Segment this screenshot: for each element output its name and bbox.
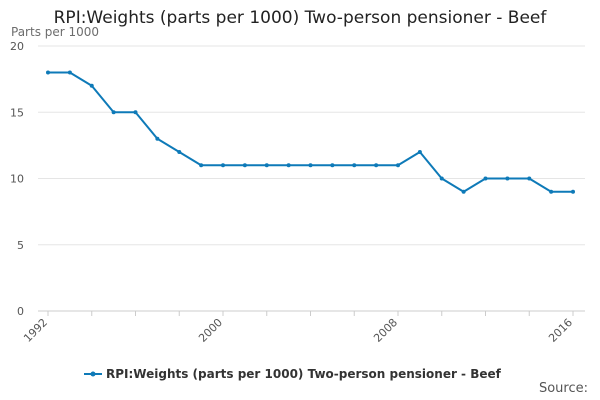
y-tick-label: 15 — [10, 106, 24, 119]
data-point[interactable] — [89, 83, 94, 88]
data-point[interactable] — [67, 70, 72, 75]
y-tick-label: 10 — [10, 173, 24, 186]
data-point[interactable] — [111, 110, 116, 115]
gridlines — [38, 45, 585, 246]
data-point[interactable] — [330, 163, 335, 168]
data-point[interactable] — [417, 150, 422, 154]
x-tick-label: 1992 — [21, 316, 50, 345]
data-point[interactable] — [461, 189, 466, 194]
x-tick-label: 2008 — [371, 316, 400, 345]
data-point[interactable] — [396, 163, 400, 168]
data-point[interactable] — [483, 176, 488, 181]
data-point[interactable] — [133, 110, 138, 115]
data-point[interactable] — [439, 176, 444, 181]
chart-title: RPI:Weights (parts per 1000) Two-person … — [53, 8, 547, 28]
series-line — [48, 71, 573, 193]
data-point[interactable] — [308, 163, 313, 168]
y-tick-label: 20 — [10, 40, 24, 53]
y-tick-label: 0 — [17, 305, 24, 318]
legend[interactable]: RPI:Weights (parts per 1000) Two-person … — [84, 367, 502, 381]
data-point[interactable] — [571, 189, 575, 194]
legend-swatch-marker — [90, 371, 96, 377]
y-tick-label: 5 — [17, 239, 24, 252]
data-point[interactable] — [549, 189, 554, 194]
source-label: Source: — [538, 381, 588, 396]
data-point[interactable] — [286, 163, 291, 168]
data-point[interactable] — [199, 163, 204, 168]
data-point[interactable] — [374, 163, 379, 168]
legend-label[interactable]: RPI:Weights (parts per 1000) Two-person … — [106, 367, 502, 381]
data-point[interactable] — [155, 136, 160, 141]
data-point[interactable] — [264, 163, 269, 168]
data-point[interactable] — [221, 163, 225, 168]
data-point[interactable] — [527, 176, 532, 181]
series-group — [46, 70, 575, 194]
x-tick-label: 2000 — [196, 316, 225, 345]
data-point[interactable] — [177, 150, 182, 154]
data-point[interactable] — [242, 163, 247, 168]
data-point[interactable] — [46, 70, 50, 75]
y-axis-ticks: 0 5 10 15 20 — [10, 40, 24, 318]
x-axis: 1992 2000 2008 2016 — [21, 310, 585, 345]
data-point[interactable] — [352, 163, 357, 168]
y-axis-label: Parts per 1000 — [11, 25, 100, 39]
data-point[interactable] — [505, 176, 510, 181]
x-tick-label: 2016 — [546, 316, 575, 345]
